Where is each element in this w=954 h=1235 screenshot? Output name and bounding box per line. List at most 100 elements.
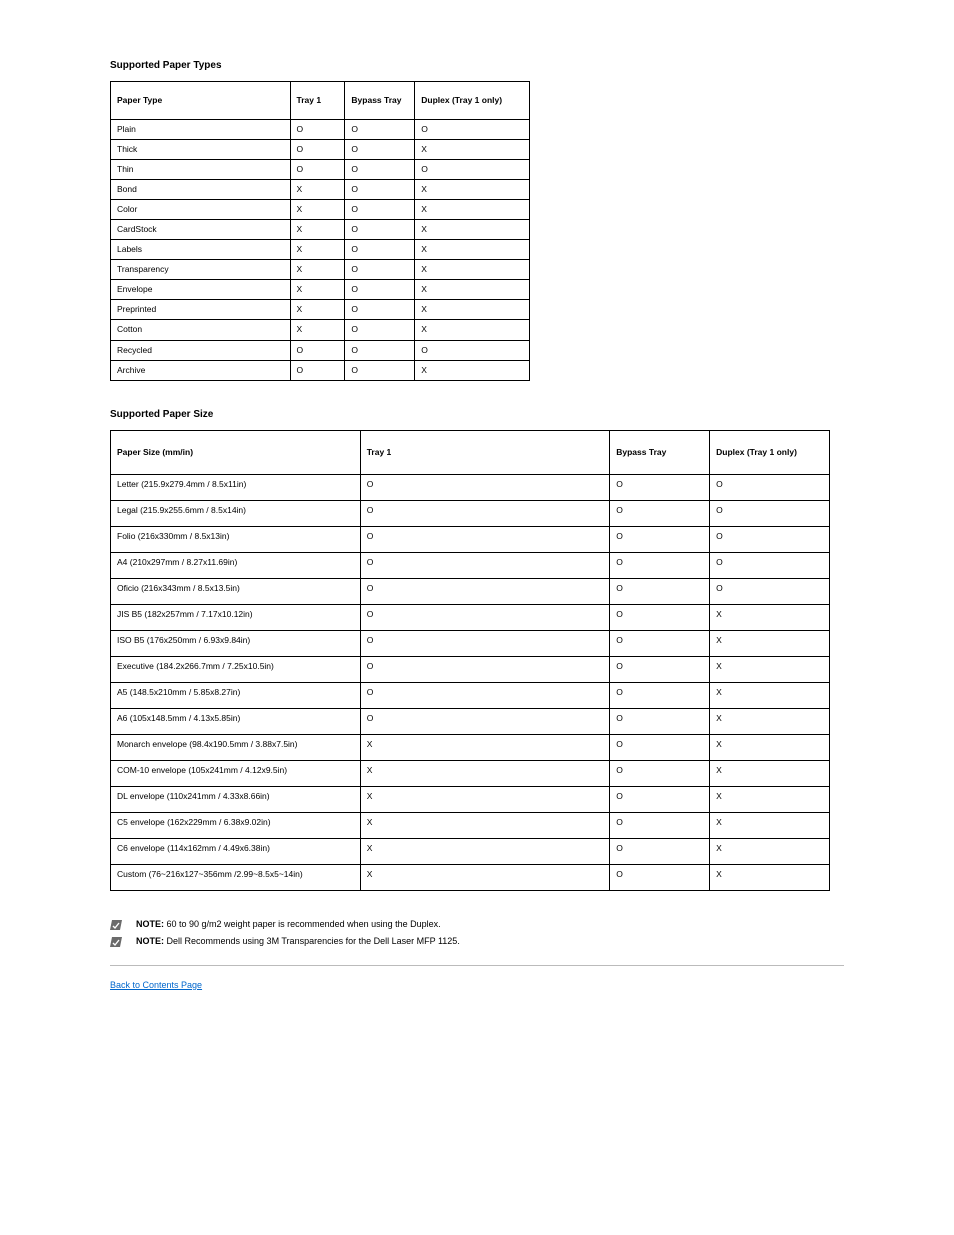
table-row: Legal (215.9x255.6mm / 8.5x14in)OOO — [111, 500, 830, 526]
table-cell: O — [610, 760, 710, 786]
note-1-label: NOTE: — [136, 919, 164, 929]
table-row: BondXOX — [111, 180, 530, 200]
table-row: ThinOOO — [111, 160, 530, 180]
table-cell: O — [360, 500, 610, 526]
table-cell: C6 envelope (114x162mm / 4.49x6.38in) — [111, 838, 361, 864]
table-cell: O — [610, 734, 710, 760]
supported-paper-types-table: Paper Type Tray 1 Bypass Tray Duplex (Tr… — [110, 81, 530, 381]
table-cell: X — [290, 320, 345, 340]
table-cell: O — [290, 340, 345, 360]
table-cell: O — [610, 812, 710, 838]
note-1-text: NOTE: 60 to 90 g/m2 weight paper is reco… — [136, 919, 441, 929]
table-cell: X — [710, 838, 830, 864]
table-cell: O — [345, 340, 415, 360]
table-cell: O — [345, 220, 415, 240]
supported-paper-size-title: Supported Paper Size — [110, 409, 844, 420]
table-cell: O — [360, 578, 610, 604]
table-cell: X — [290, 300, 345, 320]
table-row: ISO B5 (176x250mm / 6.93x9.84in)OOX — [111, 630, 830, 656]
table-cell: O — [710, 578, 830, 604]
t2-h2: Bypass Tray — [610, 430, 710, 474]
table-cell: O — [415, 340, 530, 360]
table-row: Monarch envelope (98.4x190.5mm / 3.88x7.… — [111, 734, 830, 760]
table-cell: X — [710, 760, 830, 786]
table-cell: X — [710, 786, 830, 812]
table-cell: COM-10 envelope (105x241mm / 4.12x9.5in) — [111, 760, 361, 786]
t2-h0: Paper Size (mm/in) — [111, 430, 361, 474]
table-cell: O — [360, 526, 610, 552]
table-cell: O — [345, 300, 415, 320]
table-cell: O — [360, 708, 610, 734]
table-cell: O — [710, 552, 830, 578]
table-cell: Monarch envelope (98.4x190.5mm / 3.88x7.… — [111, 734, 361, 760]
table-row: RecycledOOO — [111, 340, 530, 360]
table-cell: Archive — [111, 360, 291, 380]
supported-paper-types-title: Supported Paper Types — [110, 60, 844, 71]
note-row-1: NOTE: 60 to 90 g/m2 weight paper is reco… — [110, 919, 844, 930]
note-2-text: NOTE: Dell Recommends using 3M Transpare… — [136, 936, 460, 946]
table-cell: X — [415, 320, 530, 340]
table-row: PreprintedXOX — [111, 300, 530, 320]
divider — [110, 965, 844, 966]
table-cell: X — [290, 200, 345, 220]
table-cell: O — [610, 708, 710, 734]
table-cell: O — [610, 552, 710, 578]
table-cell: Thin — [111, 160, 291, 180]
table-cell: O — [345, 280, 415, 300]
table-cell: O — [610, 864, 710, 890]
table-cell: A5 (148.5x210mm / 5.85x8.27in) — [111, 682, 361, 708]
table-cell: X — [290, 260, 345, 280]
note-icon — [110, 937, 122, 947]
table-cell: O — [360, 656, 610, 682]
table-cell: ISO B5 (176x250mm / 6.93x9.84in) — [111, 630, 361, 656]
t1-h1: Tray 1 — [290, 82, 345, 120]
table-cell: O — [290, 140, 345, 160]
table-cell: X — [710, 630, 830, 656]
table-row: A4 (210x297mm / 8.27x11.69in)OOO — [111, 552, 830, 578]
table-cell: X — [710, 734, 830, 760]
table-cell: Thick — [111, 140, 291, 160]
table-cell: A4 (210x297mm / 8.27x11.69in) — [111, 552, 361, 578]
note-2-label: NOTE: — [136, 936, 164, 946]
table-cell: Labels — [111, 240, 291, 260]
table-row: Folio (216x330mm / 8.5x13in)OOO — [111, 526, 830, 552]
table-cell: O — [345, 260, 415, 280]
table-cell: O — [345, 360, 415, 380]
table-cell: O — [345, 200, 415, 220]
note-2-body: Dell Recommends using 3M Transparencies … — [167, 936, 460, 946]
table-cell: O — [610, 474, 710, 500]
table-cell: O — [710, 526, 830, 552]
table-cell: Recycled — [111, 340, 291, 360]
table-cell: X — [710, 864, 830, 890]
table-cell: Custom (76~216x127~356mm /2.99~8.5x5~14i… — [111, 864, 361, 890]
table-cell: X — [360, 786, 610, 812]
table-cell: X — [360, 812, 610, 838]
t1-h2: Bypass Tray — [345, 82, 415, 120]
table-cell: CardStock — [111, 220, 291, 240]
table-cell: O — [610, 526, 710, 552]
table-cell: O — [610, 838, 710, 864]
table-row: C6 envelope (114x162mm / 4.49x6.38in)XOX — [111, 838, 830, 864]
table-cell: X — [710, 708, 830, 734]
table-cell: O — [610, 786, 710, 812]
table-row: A6 (105x148.5mm / 4.13x5.85in)OOX — [111, 708, 830, 734]
table-cell: X — [415, 220, 530, 240]
table-row: CottonXOX — [111, 320, 530, 340]
table-cell: O — [290, 120, 345, 140]
table-cell: X — [290, 240, 345, 260]
table-cell: O — [610, 656, 710, 682]
table-cell: Transparency — [111, 260, 291, 280]
table-cell: X — [415, 280, 530, 300]
table-cell: X — [290, 220, 345, 240]
table-cell: X — [710, 812, 830, 838]
table-cell: Folio (216x330mm / 8.5x13in) — [111, 526, 361, 552]
table-cell: X — [415, 200, 530, 220]
table-cell: JIS B5 (182x257mm / 7.17x10.12in) — [111, 604, 361, 630]
table-cell: X — [290, 280, 345, 300]
table-cell: Letter (215.9x279.4mm / 8.5x11in) — [111, 474, 361, 500]
table-cell: A6 (105x148.5mm / 4.13x5.85in) — [111, 708, 361, 734]
table-cell: O — [345, 240, 415, 260]
table-cell: O — [345, 160, 415, 180]
back-to-contents-link[interactable]: Back to Contents Page — [110, 980, 202, 990]
table-row: COM-10 envelope (105x241mm / 4.12x9.5in)… — [111, 760, 830, 786]
